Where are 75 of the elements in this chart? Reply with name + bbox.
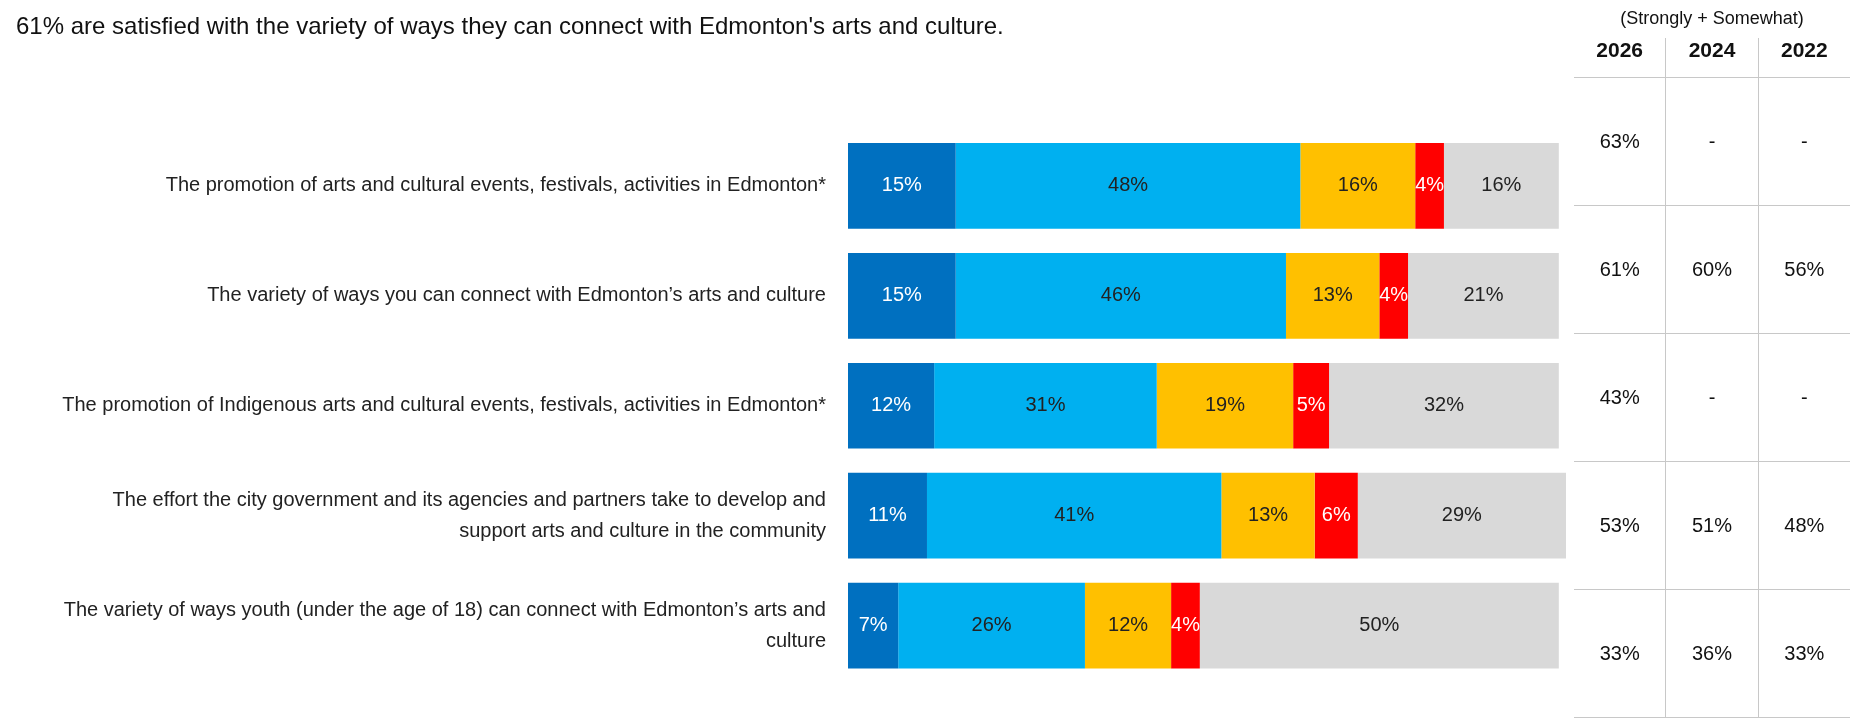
bar [1329, 362, 1559, 449]
data-label: 11% [868, 503, 907, 526]
bar [1293, 362, 1330, 449]
bar [1357, 472, 1566, 559]
text: 33% [1599, 642, 1640, 664]
text: 33% [1784, 642, 1825, 664]
data-label: 4% [1171, 613, 1201, 636]
bar [1314, 472, 1358, 559]
data-label: 12% [871, 393, 912, 416]
data-label: 15% [881, 283, 923, 306]
text: - [1800, 386, 1808, 408]
data-label: 7% [858, 613, 888, 636]
text: 61% are satisfied with the variety of ways they can connect with Edmonton's arts and culture. [15, 11, 1005, 41]
text: 51% [1691, 514, 1732, 536]
data-label: 29% [1441, 503, 1483, 526]
bar [1379, 252, 1409, 339]
bar [848, 472, 927, 559]
bar [848, 143, 956, 229]
bar [1171, 582, 1200, 669]
data-label: 5% [1296, 393, 1326, 416]
bar [848, 582, 899, 669]
bar [848, 252, 956, 339]
bar [955, 252, 1286, 339]
text: (Strongly + Somewhat) [1619, 8, 1805, 30]
bar [1300, 143, 1416, 229]
data-label: 16% [1481, 173, 1522, 196]
data-label: 50% [1359, 613, 1400, 636]
data-label: 13% [1248, 503, 1289, 526]
y-tick-label: The variety of ways youth (under the age of 18) can connect with Edmonton’s arts and culture [63, 597, 826, 651]
y-tick-label: The promotion of Indigenous arts and cultural events, festivals, activities in Edmonton* [62, 393, 827, 416]
data-label: 6% [1321, 503, 1351, 526]
text: - [1708, 130, 1716, 152]
data-label: 32% [1423, 393, 1465, 416]
bar [1408, 252, 1559, 339]
text: 53% [1599, 514, 1640, 536]
bar [1443, 143, 1559, 229]
category-label: 2022 [1757, 38, 1850, 77]
y-tick-label: The variety of ways you can connect with Edmonton’s arts and culture [207, 283, 826, 306]
data-label: 15% [881, 173, 923, 196]
bar [926, 472, 1222, 559]
text: - [1800, 130, 1808, 152]
bar [1199, 582, 1559, 669]
bar [898, 582, 1085, 669]
y-tick-label: The effort the city government and its agencies and partners take to develop and support arts and culture in the community [112, 487, 826, 541]
bar [1285, 252, 1380, 339]
data-label: 16% [1337, 173, 1379, 196]
data-label: 4% [1415, 173, 1445, 196]
text: 48% [1784, 514, 1825, 536]
bar [934, 362, 1157, 449]
text: 36% [1691, 642, 1732, 664]
data-label: 46% [1100, 283, 1142, 306]
data-label: 48% [1108, 173, 1149, 196]
category-label: 2026 [1595, 38, 1644, 63]
bar [1156, 362, 1294, 449]
text: 60% [1691, 258, 1732, 280]
text: 43% [1599, 386, 1640, 408]
bar [848, 362, 935, 449]
data-label: 31% [1025, 393, 1066, 416]
data-label: 13% [1312, 283, 1353, 306]
data-label: 12% [1108, 613, 1149, 636]
text: 56% [1784, 258, 1825, 280]
text: 61% [1599, 258, 1640, 280]
bar [1221, 472, 1315, 559]
data-label: 4% [1379, 283, 1409, 306]
data-label: 21% [1463, 283, 1504, 306]
data-label: 41% [1054, 503, 1095, 526]
text: - [1708, 386, 1716, 408]
text: 63% [1599, 130, 1640, 152]
data-label: 26% [971, 613, 1012, 636]
data-label: 19% [1204, 393, 1246, 416]
bar [1415, 143, 1444, 229]
bar [955, 143, 1301, 229]
y-tick-label: The promotion of arts and cultural events, festivals, activities in Edmonton* [165, 173, 827, 196]
category-label: 2024 [1665, 38, 1758, 77]
bar [1084, 582, 1172, 669]
